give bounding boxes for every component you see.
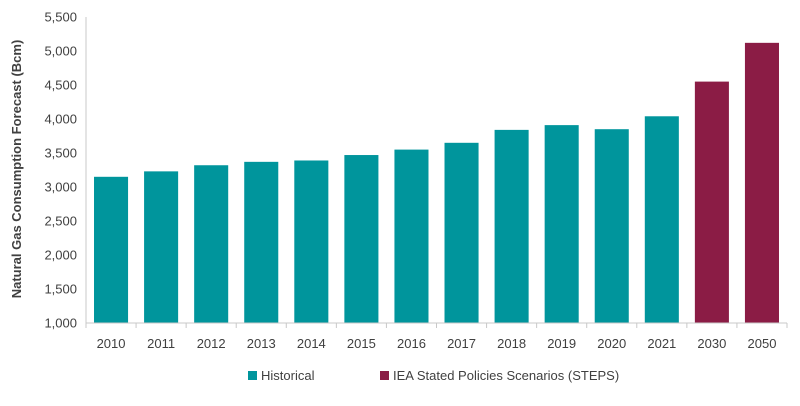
bar-2017 bbox=[444, 142, 479, 323]
x-tick-label: 2012 bbox=[197, 336, 226, 351]
bar-2010 bbox=[94, 176, 129, 323]
y-tick-label: 5,500 bbox=[44, 10, 77, 25]
x-axis: 2010 2011 2012 2013 2014 2015 2016 2017 2018 2019… bbox=[85, 322, 788, 351]
x-tick-label: 2011 bbox=[147, 336, 175, 351]
x-tick-label: 2019 bbox=[547, 336, 576, 351]
y-tick-label: 1,000 bbox=[44, 316, 77, 331]
y-tick-label: 3,500 bbox=[44, 146, 77, 161]
x-tick-label: 2015 bbox=[347, 336, 376, 351]
bar-2050 bbox=[744, 42, 779, 324]
x-tick-label: 2018 bbox=[497, 336, 526, 351]
x-tick-label: 2021 bbox=[647, 336, 676, 351]
x-tick-label: 2010 bbox=[97, 336, 126, 351]
bar-2020 bbox=[594, 129, 629, 323]
y-tick-label: 4,500 bbox=[44, 78, 77, 93]
x-tick-label: 2020 bbox=[597, 336, 626, 351]
x-tick-label: 2016 bbox=[397, 336, 426, 351]
x-tick-label: 2014 bbox=[297, 336, 326, 351]
legend-swatch-historical bbox=[248, 371, 257, 380]
y-tick-label: 2,500 bbox=[44, 214, 77, 229]
bar-2011 bbox=[144, 171, 179, 323]
x-tick-label: 2050 bbox=[748, 336, 777, 351]
bar-2030 bbox=[694, 81, 729, 323]
bar-2014 bbox=[294, 160, 329, 323]
y-tick-label: 2,000 bbox=[44, 248, 77, 263]
y-tick-label: 5,000 bbox=[44, 44, 77, 59]
x-tick-label: 2017 bbox=[447, 336, 476, 351]
x-tick-label: 2030 bbox=[697, 336, 726, 351]
x-tick-label: 2013 bbox=[247, 336, 276, 351]
bar-2021 bbox=[644, 116, 679, 323]
legend: Historical IEA Stated Policies Scenarios … bbox=[248, 368, 619, 383]
bar-2018 bbox=[494, 129, 529, 323]
y-axis: 1,000 1,500 2,000 2,500 3,000 3,500 4,000 4,500… bbox=[44, 10, 87, 331]
legend-label-steps: IEA Stated Policies Scenarios (STEPS) bbox=[393, 368, 619, 383]
bar-2012 bbox=[194, 165, 229, 323]
legend-label-historical: Historical bbox=[261, 368, 315, 383]
y-tick-label: 1,500 bbox=[44, 282, 77, 297]
legend-swatch-steps bbox=[380, 371, 389, 380]
bar-group bbox=[94, 42, 779, 324]
bar-2013 bbox=[244, 161, 279, 323]
bar-2016 bbox=[394, 149, 429, 323]
bar-2015 bbox=[344, 155, 379, 323]
y-tick-label: 4,000 bbox=[44, 112, 77, 127]
y-tick-label: 3,000 bbox=[44, 180, 77, 195]
bar-2019 bbox=[544, 125, 579, 324]
y-axis-title: Natural Gas Consumption Forecast (Bcm) bbox=[9, 40, 24, 299]
